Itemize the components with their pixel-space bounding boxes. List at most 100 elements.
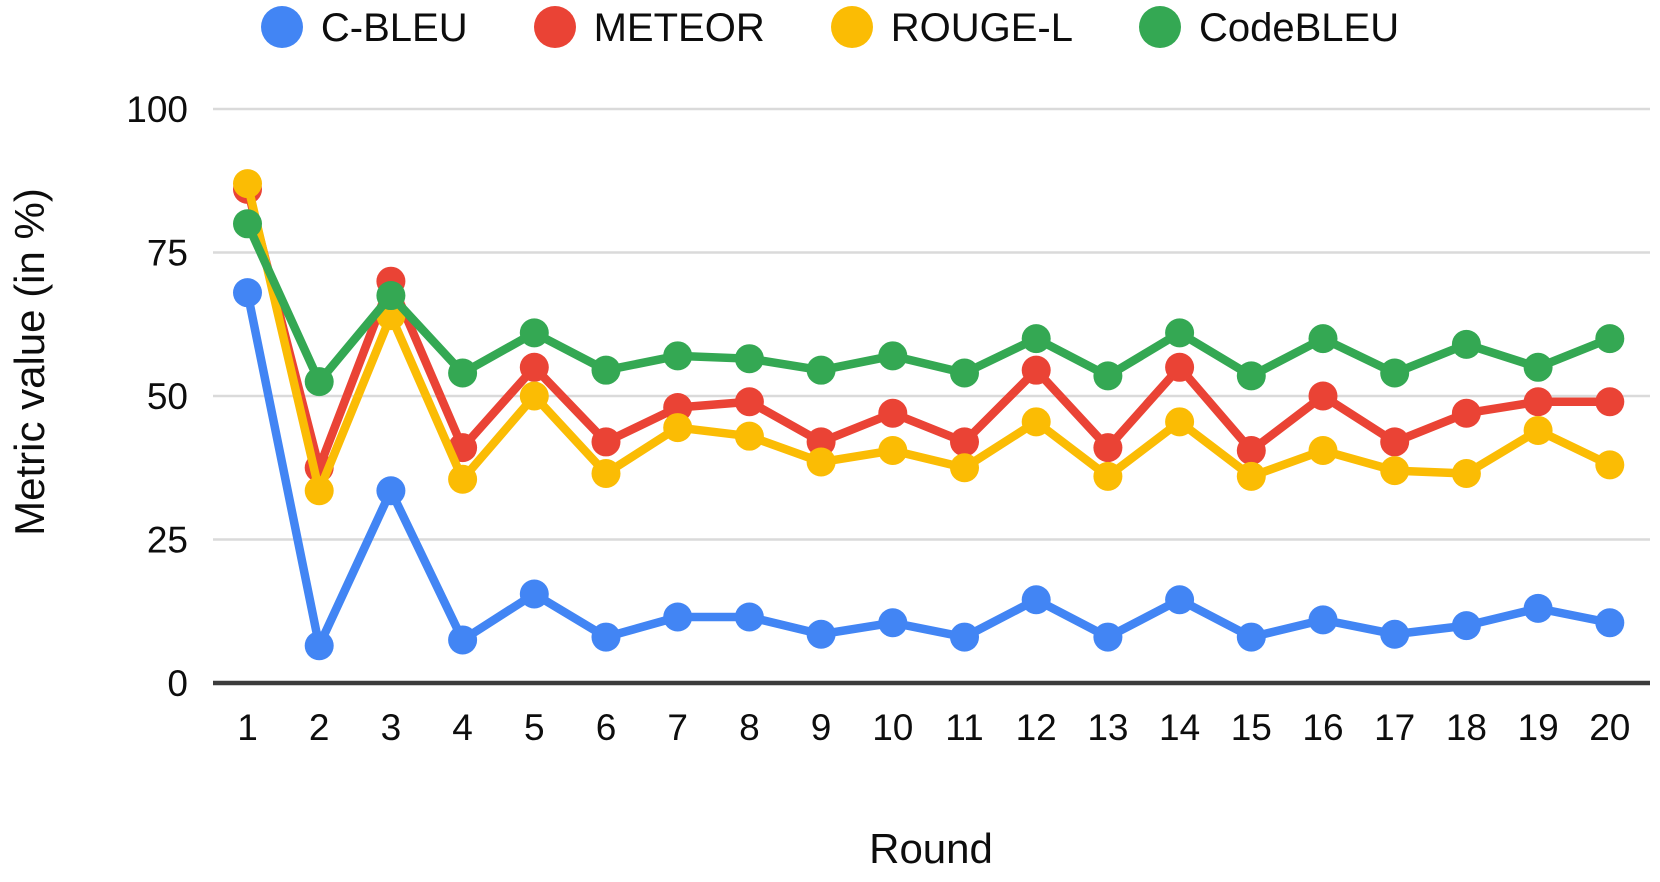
data-point — [1451, 329, 1481, 359]
data-point — [233, 169, 262, 199]
x-tick-label: 9 — [811, 707, 832, 748]
data-point — [304, 367, 334, 397]
x-tick-label: 5 — [524, 707, 545, 748]
data-point — [233, 278, 262, 308]
legend-item-rouge-l: ROUGE-L — [830, 6, 1073, 50]
data-point — [1021, 407, 1051, 437]
data-point — [1595, 608, 1625, 638]
x-tick-label: 18 — [1446, 707, 1487, 748]
data-point — [591, 355, 621, 385]
x-tick-label: 19 — [1518, 707, 1559, 748]
data-point — [663, 602, 693, 632]
data-point — [878, 608, 908, 638]
y-tick-label: 50 — [147, 376, 188, 417]
x-tick-label: 10 — [872, 707, 913, 748]
x-tick-label: 13 — [1087, 707, 1128, 748]
data-point — [1308, 381, 1338, 411]
data-point — [448, 625, 478, 655]
data-point — [233, 209, 262, 239]
series-rouge-l — [233, 169, 1625, 506]
data-point — [1093, 622, 1123, 652]
data-point — [1021, 355, 1051, 385]
data-point — [1165, 352, 1195, 382]
data-point — [519, 579, 549, 609]
y-axis-title: Metric value (in %) — [6, 188, 53, 536]
x-tick-label: 12 — [1016, 707, 1057, 748]
x-axis-title: Round — [869, 825, 993, 872]
data-point — [950, 358, 979, 388]
data-point — [1380, 619, 1410, 649]
data-point — [1308, 605, 1338, 635]
x-tick-label: 7 — [667, 707, 688, 748]
x-tick-label: 20 — [1589, 707, 1630, 748]
legend-item-codebleu: CodeBLEU — [1138, 6, 1400, 50]
legend-marker-dot — [533, 6, 576, 48]
data-point — [1595, 324, 1625, 354]
legend-label: ROUGE-L — [890, 6, 1073, 50]
y-tick-label: 100 — [126, 89, 188, 130]
x-tick-label: 16 — [1302, 707, 1343, 748]
data-point — [1523, 352, 1553, 382]
series-line — [243, 185, 1615, 472]
data-point — [950, 427, 979, 457]
data-point — [448, 358, 478, 388]
data-point — [1093, 433, 1123, 463]
x-tick-label: 14 — [1159, 707, 1200, 748]
x-tick-label: 6 — [596, 707, 617, 748]
x-tick-label: 4 — [452, 707, 473, 748]
data-point — [304, 476, 334, 506]
data-point — [806, 619, 836, 649]
legend-label: CodeBLEU — [1198, 6, 1400, 50]
data-point — [591, 427, 621, 457]
data-point — [519, 352, 549, 382]
data-point — [734, 387, 764, 417]
legend-marker-dot — [260, 6, 303, 48]
x-tick-label: 15 — [1231, 707, 1272, 748]
data-point — [734, 344, 764, 374]
legend-marker-dot — [1138, 6, 1181, 48]
data-point — [878, 398, 908, 428]
x-tick-label: 11 — [945, 707, 983, 748]
data-point — [376, 281, 406, 311]
data-point — [1595, 450, 1625, 480]
data-point — [448, 464, 478, 494]
data-point — [1380, 427, 1410, 457]
legend-item-meteor: METEOR — [533, 6, 765, 48]
legend-item-c-bleu: C-BLEU — [260, 6, 468, 50]
data-point — [1451, 398, 1481, 428]
data-point — [1380, 456, 1410, 486]
data-point — [1523, 593, 1553, 623]
data-point — [1093, 361, 1123, 391]
x-tick-label: 3 — [381, 707, 402, 748]
data-point — [1523, 415, 1553, 445]
x-tick-label: 1 — [237, 707, 258, 748]
data-point — [1308, 324, 1338, 354]
data-point — [1451, 611, 1481, 641]
gridlines — [213, 107, 1650, 686]
series-c-bleu — [233, 278, 1625, 661]
data-point — [1165, 585, 1195, 615]
data-point — [663, 341, 693, 371]
legend-label: C-BLEU — [320, 6, 468, 50]
data-point — [1595, 387, 1625, 417]
data-point — [1021, 585, 1051, 615]
data-point — [1236, 436, 1266, 466]
data-point — [591, 458, 621, 488]
data-point — [734, 421, 764, 451]
data-point — [591, 622, 621, 652]
y-tick-label: 25 — [147, 520, 188, 561]
data-point — [1165, 318, 1195, 348]
data-point — [1236, 622, 1266, 652]
data-point — [1308, 436, 1338, 466]
data-point — [806, 427, 836, 457]
x-tick-label: 17 — [1374, 707, 1415, 748]
data-point — [734, 602, 764, 632]
data-point — [878, 341, 908, 371]
data-point — [304, 631, 334, 661]
data-point — [1236, 461, 1266, 491]
x-tick-label: 2 — [309, 707, 330, 748]
data-point — [1380, 358, 1410, 388]
data-point — [806, 447, 836, 477]
